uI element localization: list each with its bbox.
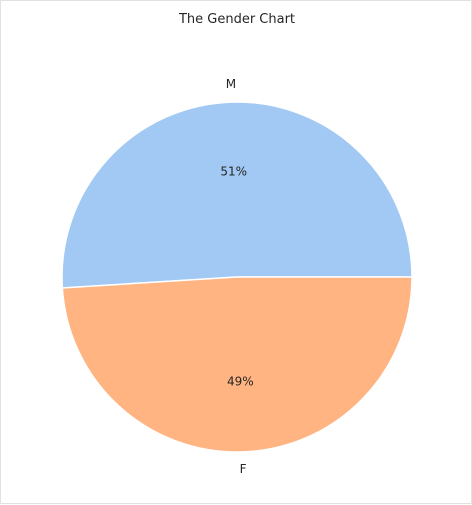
chart-title: The Gender Chart [178,12,295,27]
percent-label-m: 51% [220,165,247,179]
percent-label-f: 49% [227,374,254,388]
pie-labels: M 51% F 49% [220,77,253,476]
pie-slice-m [61,101,413,289]
category-label-m: M [226,77,236,91]
pie-slices [61,101,413,453]
pie-slice-f [61,276,413,453]
category-label-f: F [240,462,247,476]
